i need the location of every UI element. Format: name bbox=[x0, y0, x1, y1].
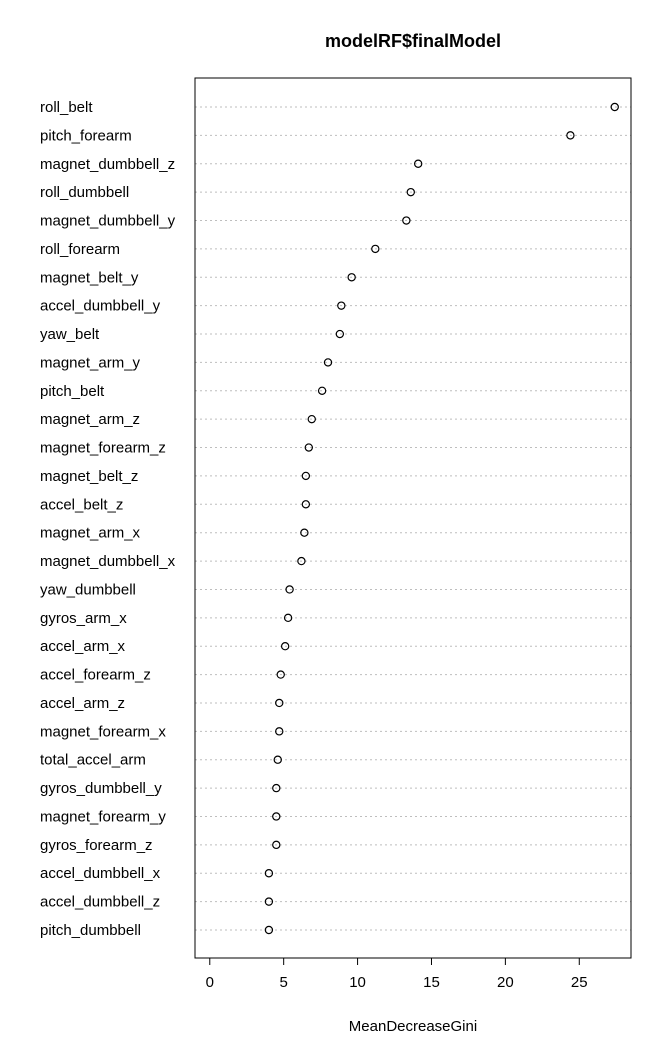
category-label: roll_belt bbox=[40, 99, 93, 116]
x-tick-label: 5 bbox=[280, 974, 288, 991]
data-point bbox=[301, 500, 311, 509]
category-label: gyros_dumbbell_y bbox=[40, 780, 162, 797]
category-label: roll_dumbbell bbox=[40, 184, 129, 201]
category-label: gyros_arm_x bbox=[40, 610, 127, 627]
data-point bbox=[610, 102, 619, 112]
category-label: pitch_dumbbell bbox=[40, 922, 141, 939]
x-tick-label: 10 bbox=[349, 974, 366, 991]
category-label: accel_forearm_z bbox=[40, 667, 151, 684]
category-label: magnet_forearm_x bbox=[40, 723, 166, 740]
x-tick-label: 15 bbox=[423, 974, 440, 991]
category-labels: roll_belt pitch_forearm magnet_dumbbell_zr… bbox=[40, 99, 176, 939]
data-point bbox=[301, 471, 311, 481]
category-label: magnet_forearm_z bbox=[40, 440, 166, 457]
data-point bbox=[307, 414, 316, 424]
category-label: magnet_dumbbell_y bbox=[40, 213, 176, 230]
data-point bbox=[283, 613, 293, 623]
data-point bbox=[413, 159, 423, 168]
data-point bbox=[264, 897, 274, 906]
grid-lines bbox=[195, 106, 631, 931]
data-point bbox=[566, 131, 575, 140]
category-label: yaw_belt bbox=[40, 326, 100, 343]
data-point bbox=[273, 755, 282, 764]
category-label: pitch_forearm bbox=[40, 127, 132, 144]
category-label: magnet_arm_y bbox=[40, 354, 141, 371]
data-point bbox=[402, 216, 411, 225]
data-point bbox=[276, 670, 285, 679]
data-point bbox=[371, 244, 380, 254]
data-point bbox=[317, 386, 327, 395]
category-label: accel_dumbbell_y bbox=[40, 298, 161, 315]
x-axis: 0 5 10 15 20 25 bbox=[206, 957, 588, 991]
data-point bbox=[297, 556, 306, 566]
category-label: accel_arm_z bbox=[40, 695, 125, 712]
category-label: roll_forearm bbox=[40, 241, 120, 258]
data-points bbox=[264, 102, 619, 935]
category-label: accel_belt_z bbox=[40, 496, 123, 513]
category-label: magnet_belt_z bbox=[40, 468, 138, 485]
category-label: magnet_arm_z bbox=[40, 411, 140, 428]
data-point bbox=[323, 358, 333, 367]
data-point bbox=[335, 329, 345, 339]
data-point bbox=[264, 925, 274, 935]
data-point bbox=[264, 869, 274, 878]
category-label: pitch_belt bbox=[40, 383, 105, 400]
data-point bbox=[280, 642, 290, 651]
category-label: magnet_arm_x bbox=[40, 525, 141, 542]
category-label: magnet_dumbbell_z bbox=[40, 156, 175, 173]
category-label: total_accel_arm bbox=[40, 752, 146, 769]
chart-title: modelRF$finalModel bbox=[325, 31, 501, 51]
data-point bbox=[347, 273, 356, 282]
data-point bbox=[272, 840, 281, 850]
data-point bbox=[272, 812, 281, 821]
data-point bbox=[406, 187, 415, 197]
category-label: magnet_dumbbell_x bbox=[40, 553, 176, 570]
data-point bbox=[337, 301, 346, 310]
data-point bbox=[304, 443, 314, 452]
data-point bbox=[275, 698, 284, 708]
x-axis-label: MeanDecreaseGini bbox=[349, 1018, 477, 1035]
x-tick-label: 0 bbox=[206, 974, 214, 991]
data-point bbox=[300, 528, 309, 537]
x-tick-label: 25 bbox=[571, 974, 588, 991]
category-label: accel_dumbbell_z bbox=[40, 894, 160, 911]
x-tick-label: 20 bbox=[497, 974, 514, 991]
category-label: magnet_belt_y bbox=[40, 269, 139, 286]
category-label: gyros_forearm_z bbox=[40, 837, 153, 854]
data-point bbox=[285, 585, 294, 594]
category-label: magnet_forearm_y bbox=[40, 808, 166, 825]
plot-frame bbox=[194, 77, 632, 959]
data-point bbox=[275, 727, 284, 736]
category-label: yaw_dumbbell bbox=[40, 581, 136, 598]
category-label: accel_dumbbell_x bbox=[40, 865, 161, 882]
category-label: accel_arm_x bbox=[40, 638, 126, 655]
data-point bbox=[272, 783, 281, 793]
